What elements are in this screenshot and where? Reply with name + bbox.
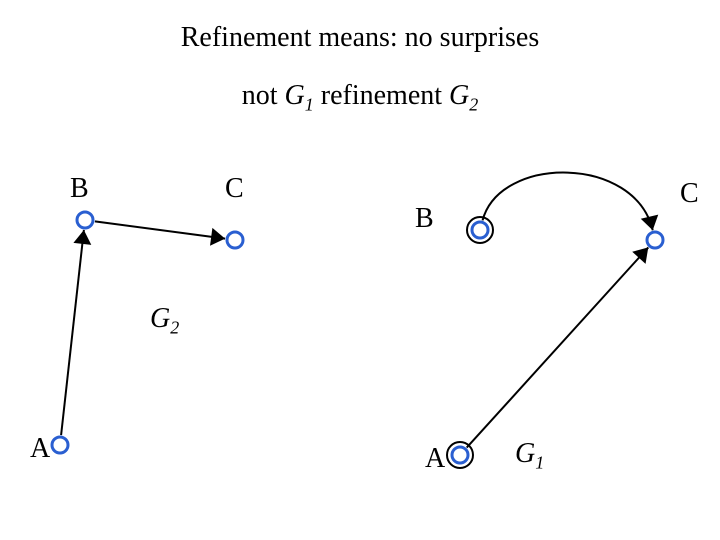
graph-label-g2: G2 xyxy=(150,303,179,339)
subtitle-g2-sub: 2 xyxy=(469,95,478,115)
subtitle-g1: G xyxy=(285,80,305,111)
node-label-right_graph-a: A xyxy=(425,443,445,475)
subtitle-g2: G xyxy=(449,80,469,111)
page-title: Refinement means: no surprises xyxy=(0,22,720,54)
node-label-left_graph-c: C xyxy=(225,173,244,205)
node-label-left_graph-a: A xyxy=(30,433,50,465)
node-label-right_graph-c: C xyxy=(680,178,699,210)
subtitle-pre: not xyxy=(242,80,285,111)
page-subtitle: not G1 refinement G2 xyxy=(0,80,720,116)
node-label-right_graph-b: B xyxy=(415,203,434,235)
node-label-left_graph-b: B xyxy=(70,173,89,205)
graph-label-g1: G1 xyxy=(515,438,544,474)
subtitle-mid: refinement xyxy=(314,80,449,111)
subtitle-g1-sub: 1 xyxy=(305,95,314,115)
